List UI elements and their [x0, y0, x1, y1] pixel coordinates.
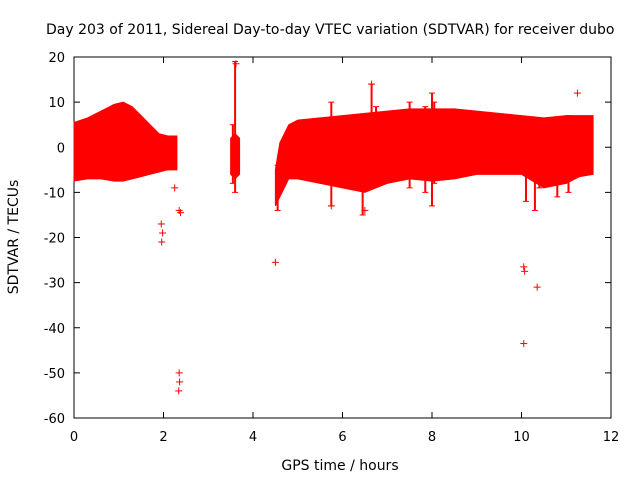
x-tick-label: 10	[513, 430, 530, 445]
x-axis-label: GPS time / hours	[281, 458, 398, 474]
x-tick-label: 8	[428, 430, 436, 445]
y-tick-label: 0	[57, 141, 65, 156]
y-tick-label: -10	[44, 186, 65, 201]
x-tick-label: 2	[159, 430, 167, 445]
data-point-marker	[157, 220, 165, 228]
data-point-marker	[158, 238, 166, 246]
y-tick-label: 20	[48, 51, 65, 66]
x-tick-label: 12	[603, 430, 620, 445]
y-tick-label: -40	[44, 322, 65, 337]
data-point-marker	[177, 209, 185, 217]
data-point-marker	[520, 340, 528, 348]
data-point-marker	[361, 206, 369, 214]
x-tick-label: 6	[338, 430, 346, 445]
x-tick-label: 4	[249, 430, 257, 445]
data-point-marker	[159, 229, 167, 237]
sdtvar-envelope-band	[73, 101, 178, 182]
y-axis-label: SDTVAR / TECUs	[6, 180, 22, 295]
y-tick-label: -50	[44, 367, 65, 382]
y-tick-label: -20	[44, 232, 65, 247]
data-point-marker	[175, 387, 183, 395]
y-tick-label: 10	[48, 96, 65, 111]
data-point-marker	[271, 258, 279, 266]
data-point-marker	[520, 263, 528, 271]
plot-frame	[73, 56, 612, 419]
data-point-marker	[232, 60, 240, 68]
data-point-marker	[521, 267, 529, 275]
data-point-marker	[171, 184, 179, 192]
data-layer	[73, 60, 594, 395]
x-tick-label: 0	[70, 430, 78, 445]
chart-title: Day 203 of 2011, Sidereal Day-to-day VTE…	[46, 22, 614, 38]
y-tick-label: -30	[44, 277, 65, 292]
data-point-marker	[176, 378, 184, 386]
data-point-marker	[327, 202, 335, 210]
data-point-marker	[368, 80, 376, 88]
data-point-marker	[573, 89, 581, 97]
y-tick-label: -60	[44, 412, 65, 427]
axis-ticks: 0 2 4 6 8 10 12 -60 -50 -40 -30 -20 -10 0 10 20	[44, 51, 620, 445]
data-point-marker	[533, 283, 541, 291]
data-point-marker	[175, 369, 183, 377]
